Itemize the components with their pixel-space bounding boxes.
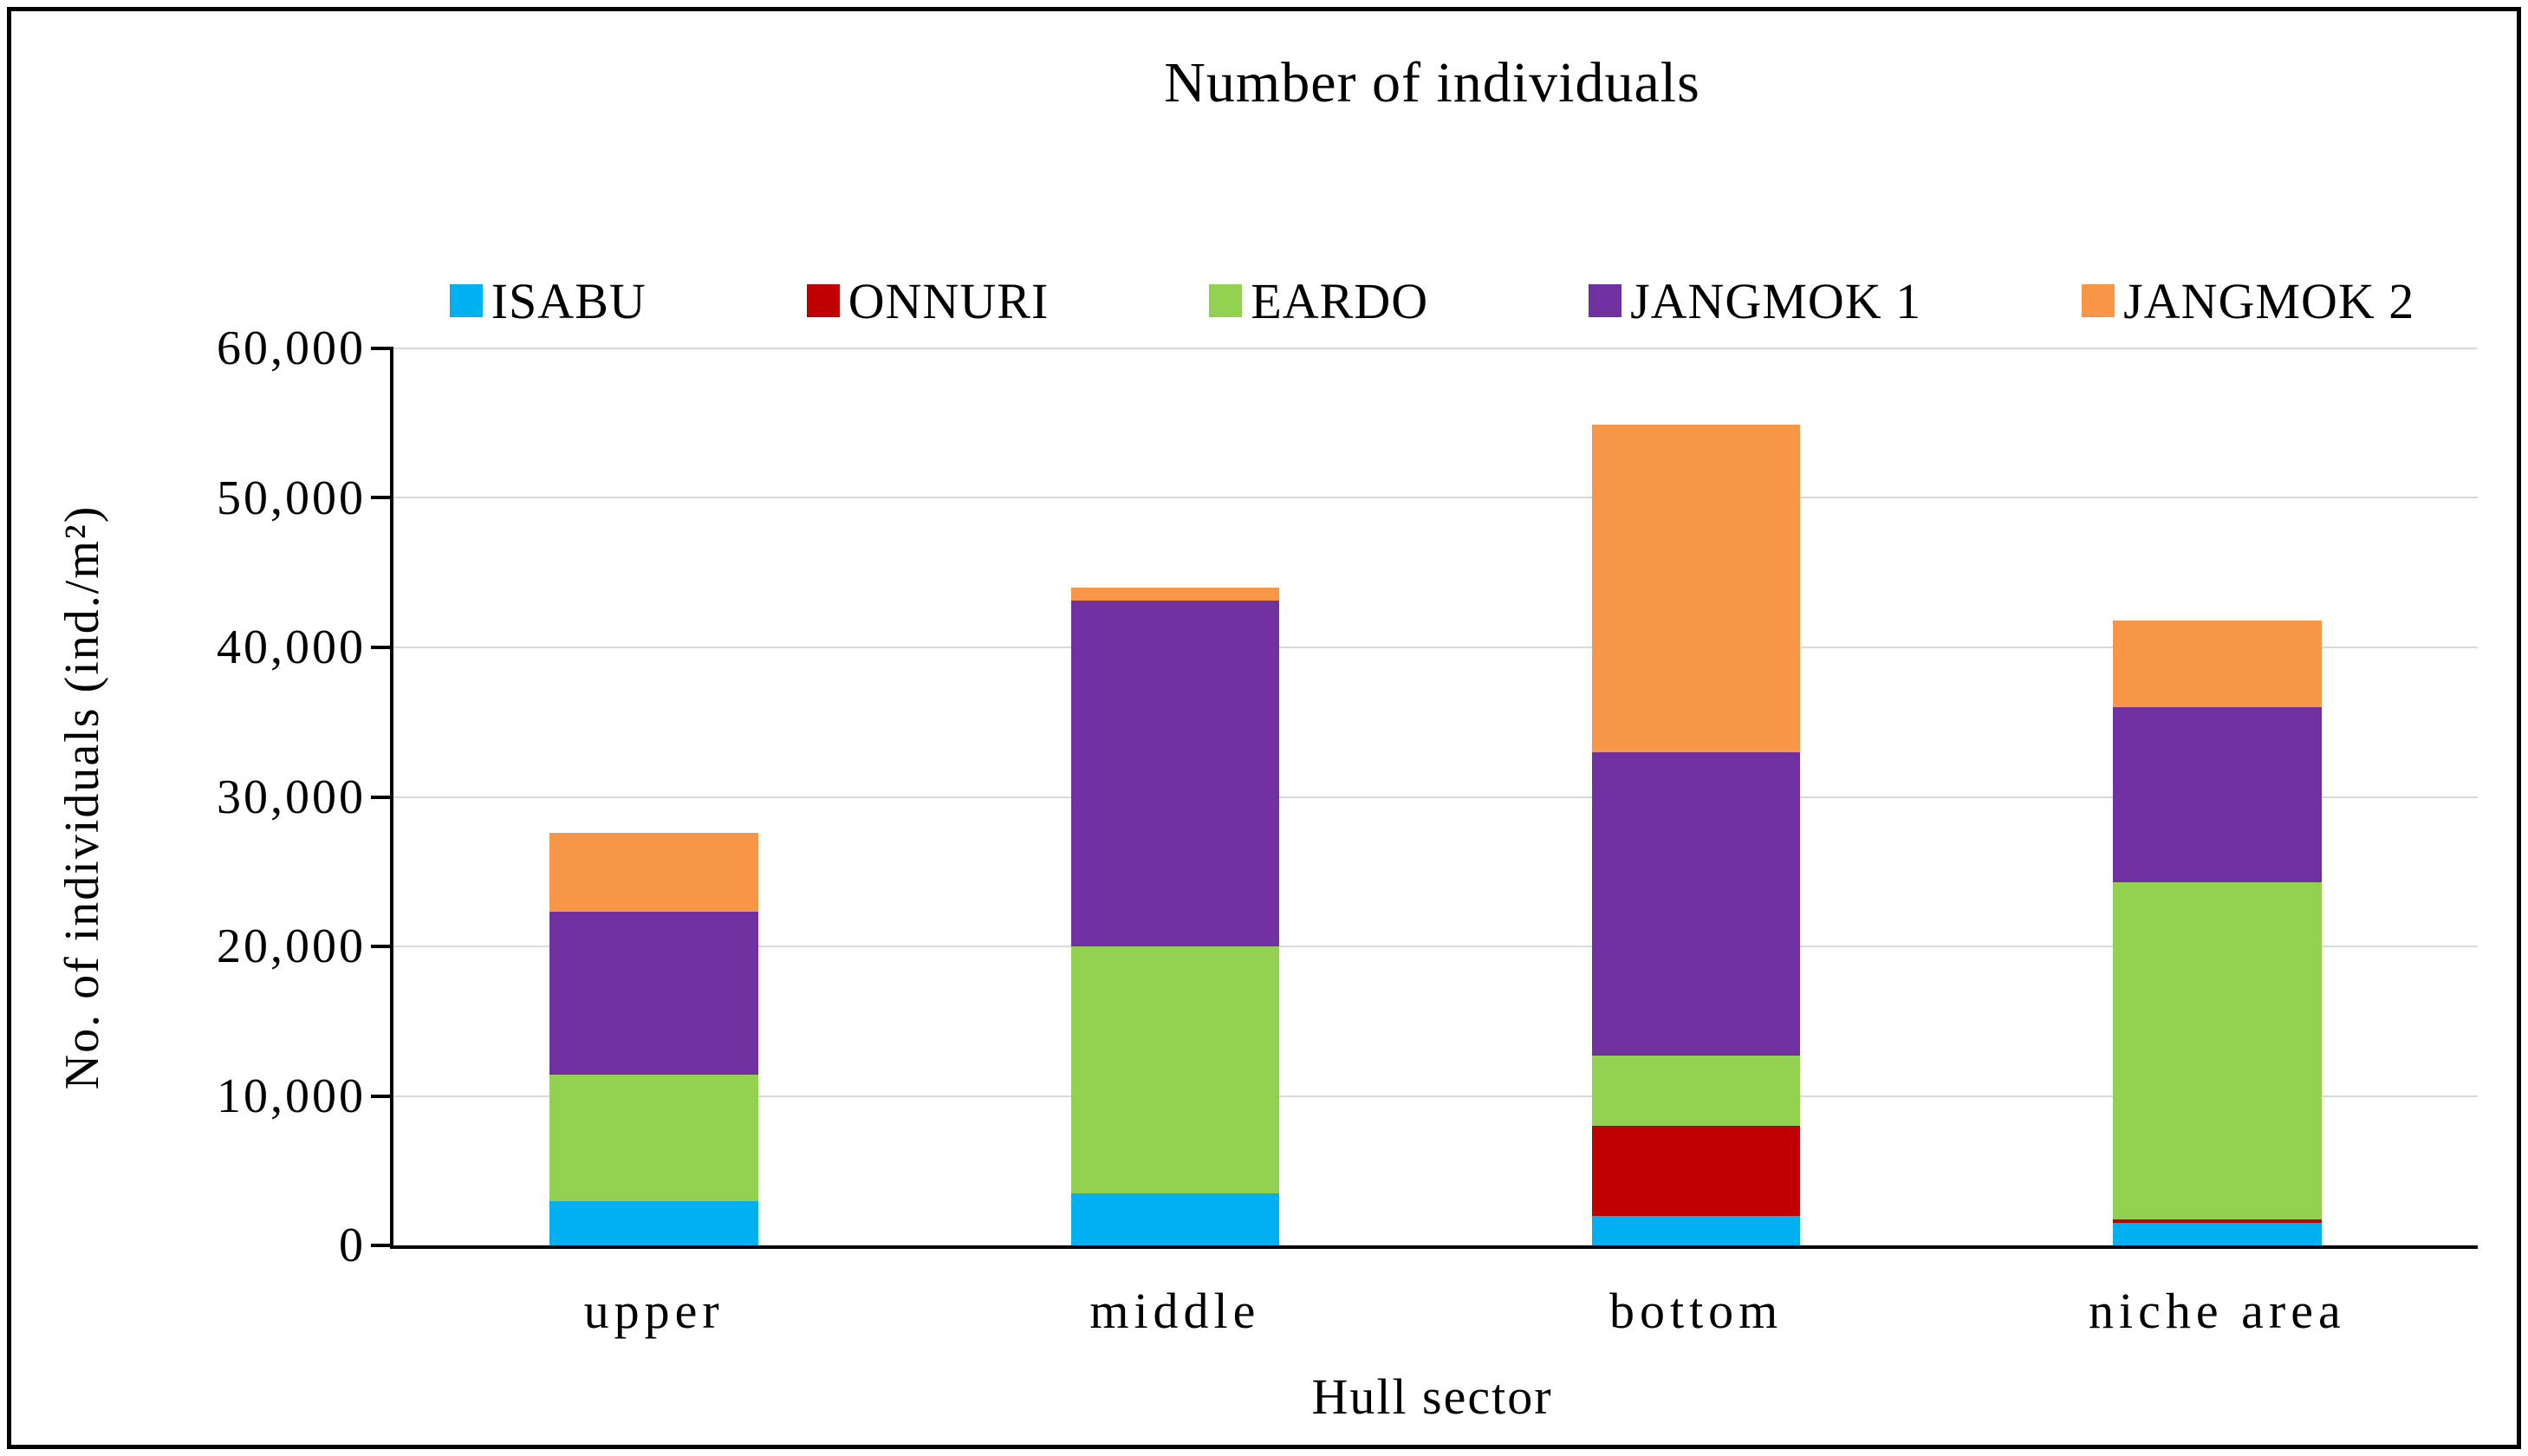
legend-swatch-jangmok-1 [1589,284,1622,317]
gridline-60000 [393,348,2478,349]
legend-label-jangmok-2: JANGMOK 2 [2123,272,2415,329]
x-axis-title: Hull sector [1311,1368,1553,1425]
bar-segment-middle-jangmok-2 [1070,588,1280,601]
y-tick-label-10,000: 10,000 [217,1069,366,1123]
bar-segment-upper-eardo [549,1075,758,1202]
y-tick-label-0: 0 [339,1219,366,1272]
y-tick-label-60,000: 60,000 [217,322,366,375]
bar-segment-upper-isabu [549,1201,758,1245]
legend: ISABU ONNURI EARDO JANGMOK 1 JANGMOK 2 [390,270,2474,331]
bar-segment-upper-jangmok-2 [549,832,758,912]
legend-item-onnuri: ONNURI [806,272,1050,330]
bar-segment-niche-area-jangmok-1 [2113,707,2322,882]
legend-item-isabu: ISABU [449,272,647,330]
bar-segment-middle-eardo [1070,946,1280,1193]
bar-segment-niche-area-isabu [2113,1223,2322,1245]
chart-title: Number of individuals [1164,51,1700,114]
y-axis-tick [371,1244,393,1247]
stacked-bar-niche-area [2113,348,2322,1245]
bar-segment-bottom-isabu [1591,1215,1801,1245]
y-tick-label-50,000: 50,000 [217,471,366,525]
gridline-20000 [393,945,2478,947]
plot-area: 0 10,000 20,000 30,000 40,000 50,000 60,000 upp… [217,322,2478,1339]
stacked-bar-upper [549,348,758,1245]
legend-label-eardo: EARDO [1251,272,1429,329]
x-category-label-middle: middle [1089,1283,1261,1339]
legend-label-onnuri: ONNURI [848,272,1050,329]
y-axis-tick [371,1094,393,1098]
legend-label-isabu: ISABU [491,272,647,329]
stacked-bar-middle [1070,348,1280,1245]
category-slot-bottom: bottom [1436,348,1957,1339]
legend-swatch-jangmok-2 [2082,284,2115,317]
bar-segment-middle-isabu [1070,1193,1280,1245]
category-slot-middle: middle [914,348,1435,1339]
legend-item-eardo: EARDO [1209,272,1428,330]
x-category-label-bottom: bottom [1608,1283,1784,1339]
legend-label-jangmok-1: JANGMOK 1 [1630,272,1922,329]
bar-segment-middle-jangmok-1 [1070,600,1280,946]
legend-swatch-eardo [1209,284,1243,317]
y-tick-label-30,000: 30,000 [217,770,366,824]
bar-segment-bottom-eardo [1591,1055,1801,1126]
category-slot-upper: upper [393,348,914,1339]
y-axis-tick [371,795,393,799]
gridline-40000 [393,646,2478,648]
category-slot-niche-area: niche area [1957,348,2478,1339]
y-axis-title: No. of individuals (ind./m²) [55,504,109,1090]
gridline-50000 [393,497,2478,499]
bar-segment-bottom-onnuri [1591,1126,1801,1216]
bar-segment-upper-jangmok-1 [549,911,758,1076]
bar-segment-niche-area-onnuri [2113,1219,2322,1224]
chart-border [7,7,2521,1449]
gridline-10000 [393,1095,2478,1097]
gridline-30000 [393,796,2478,798]
bar-segment-bottom-jangmok-2 [1591,425,1801,752]
legend-swatch-isabu [449,284,483,317]
stacked-bar-bottom [1591,348,1801,1245]
y-tick-label-40,000: 40,000 [217,621,366,674]
legend-item-jangmok-2: JANGMOK 2 [2082,272,2414,330]
y-tick-label-20,000: 20,000 [217,920,366,973]
x-category-label-niche-area: niche area [2089,1283,2346,1339]
bar-segment-niche-area-eardo [2113,881,2322,1219]
y-axis-tick [371,944,393,948]
x-category-label-upper: upper [583,1283,725,1339]
bar-segment-niche-area-jangmok-2 [2113,620,2322,708]
y-axis-tick [371,347,393,350]
y-axis-tick [371,645,393,649]
bar-segment-bottom-jangmok-1 [1591,751,1801,1056]
legend-swatch-onnuri [806,284,840,317]
legend-item-jangmok-1: JANGMOK 1 [1589,272,1921,330]
y-axis-tick [371,496,393,500]
